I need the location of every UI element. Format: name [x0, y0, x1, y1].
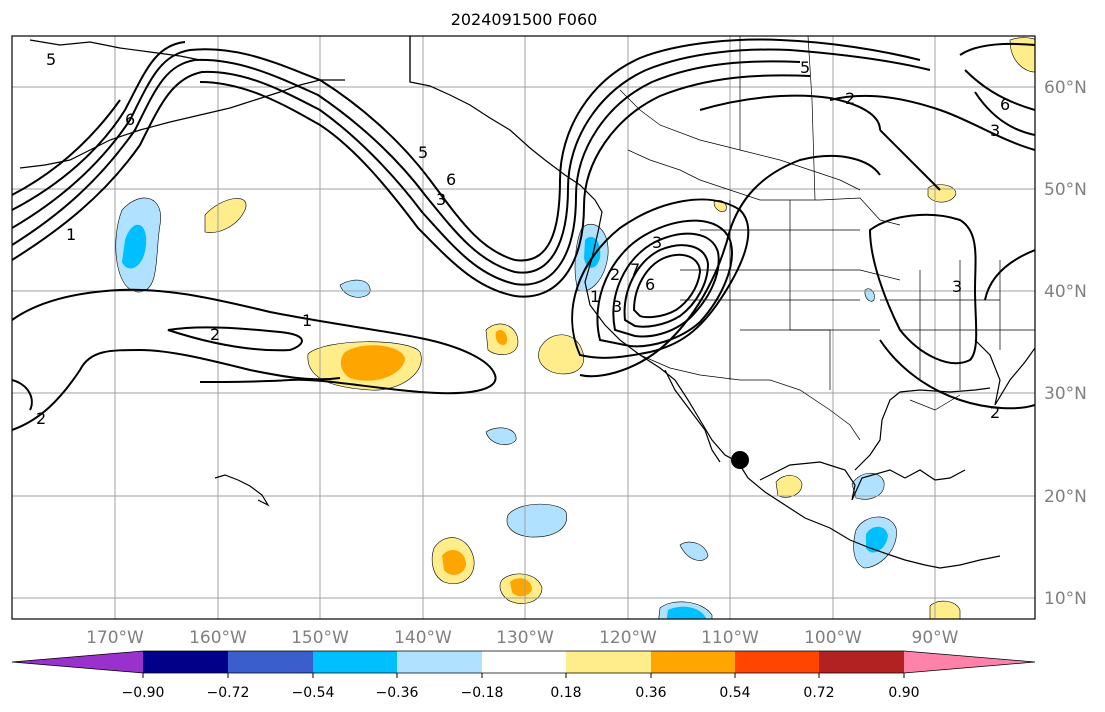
contour-label: 6: [125, 110, 135, 129]
lat-tick-label: 50°N: [1044, 180, 1087, 200]
shade-blob: [851, 472, 885, 500]
contour-label: 5: [418, 143, 428, 162]
colorbar-label: −0.72: [207, 685, 250, 701]
contour-label: 1: [66, 225, 76, 244]
colorbar-segment: [228, 651, 313, 673]
colorbar-label: −0.18: [461, 685, 504, 701]
map-frame: [11, 35, 1036, 620]
shade-blob: [866, 526, 888, 553]
contour-label: 6: [1000, 95, 1010, 114]
colorbar-segment: [482, 651, 566, 673]
shaded-anomalies: [115, 37, 1035, 619]
lon-tick-label: 140°W: [394, 628, 452, 648]
lon-tick-labels: 170°W 160°W 150°W 140°W 130°W 120°W 110°…: [86, 628, 959, 648]
colorbar-segment: [397, 651, 482, 673]
shade-blob: [1009, 37, 1035, 73]
colorbar-segment: [143, 651, 228, 673]
colorbar-segment: [819, 651, 904, 673]
colorbar-extend-high: [904, 651, 1035, 673]
colorbar-segment: [566, 651, 651, 673]
contour-label: 1: [302, 311, 312, 330]
location-marker-dot: [731, 451, 749, 469]
lon-tick-label: 160°W: [189, 628, 247, 648]
contour-label: 2: [845, 89, 855, 108]
contour-label: 7: [630, 260, 640, 279]
shade-blob: [584, 236, 601, 268]
colorbar-label: 0.90: [888, 685, 919, 701]
lon-tick-label: 90°W: [912, 628, 959, 648]
shade-blob: [666, 606, 706, 619]
graticule: [12, 36, 1035, 619]
colorbar-segment: [651, 651, 735, 673]
contour-label: 3: [990, 121, 1000, 140]
lat-tick-label: 20°N: [1044, 487, 1087, 507]
shade-blob: [538, 334, 585, 375]
shade-blob: [204, 198, 247, 233]
colorbar-label: −0.54: [292, 685, 335, 701]
contour-label: 3: [436, 190, 446, 209]
contour-label: 5: [800, 58, 810, 77]
contour-label: 3: [612, 297, 622, 316]
lon-tick-label: 110°W: [701, 628, 759, 648]
colorbar-label: 0.36: [635, 685, 666, 701]
colorbar-segment: [735, 651, 819, 673]
shade-blob: [339, 279, 371, 298]
shade-blob: [927, 184, 957, 203]
colorbar-label: 0.72: [803, 685, 834, 701]
map-title: 2024091500 F060: [450, 10, 598, 29]
shade-blob: [340, 345, 405, 381]
contour-label: 2: [36, 409, 46, 428]
contour-label: 3: [952, 277, 962, 296]
shade-blob: [929, 600, 961, 619]
shade-blob: [510, 578, 532, 597]
shade-blob: [679, 541, 709, 561]
lat-tick-label: 30°N: [1044, 384, 1087, 404]
colorbar-label: −0.36: [376, 685, 419, 701]
contour-label: 5: [46, 50, 56, 69]
contour-label: 1: [590, 287, 600, 306]
shade-blob: [864, 288, 875, 302]
contour-labels: 5 6 1 6 3 5 5 2 6 3 1 2 2 2 3 1 6 3 7 2 …: [36, 50, 1010, 428]
colorbar-segment: [313, 651, 397, 673]
contour-label: 6: [645, 275, 655, 294]
shade-blob: [495, 330, 508, 346]
shade-blob: [442, 550, 466, 575]
lon-tick-label: 150°W: [291, 628, 349, 648]
lat-tick-labels: 60°N 50°N 40°N 30°N 20°N 10°N: [1044, 78, 1087, 609]
lon-tick-label: 130°W: [496, 628, 554, 648]
lon-tick-label: 170°W: [86, 628, 144, 648]
lat-tick-label: 60°N: [1044, 78, 1087, 98]
colorbar-label: 0.54: [719, 685, 750, 701]
contour-label: 2: [610, 265, 620, 284]
contour-label: 2: [990, 403, 1000, 422]
contour-label: 2: [210, 325, 220, 344]
shade-blob: [485, 427, 517, 445]
shade-blob: [122, 224, 147, 269]
lon-tick-label: 100°W: [804, 628, 862, 648]
lat-tick-label: 40°N: [1044, 282, 1087, 302]
colorbar: −0.90 −0.72 −0.54 −0.36 −0.18 0.18 0.36 …: [11, 650, 1036, 701]
shade-blob: [506, 503, 567, 538]
contour-label: 6: [446, 170, 456, 189]
contour-label: 3: [652, 233, 662, 252]
colorbar-tick-labels: −0.90 −0.72 −0.54 −0.36 −0.18 0.18 0.36 …: [122, 685, 920, 701]
lat-tick-label: 10°N: [1044, 589, 1087, 609]
colorbar-label: −0.90: [122, 685, 165, 701]
contour-lines: [12, 38, 1035, 431]
colorbar-label: 0.18: [550, 685, 581, 701]
shade-blob: [775, 475, 803, 498]
colorbar-extend-low: [12, 651, 143, 673]
map-plot-area: 5 6 1 6 3 5 5 2 6 3 1 2 2 2 3 1 6 3 7 2 …: [12, 36, 1035, 619]
colorbar-ticks: [142, 673, 905, 678]
lon-tick-label: 120°W: [599, 628, 657, 648]
